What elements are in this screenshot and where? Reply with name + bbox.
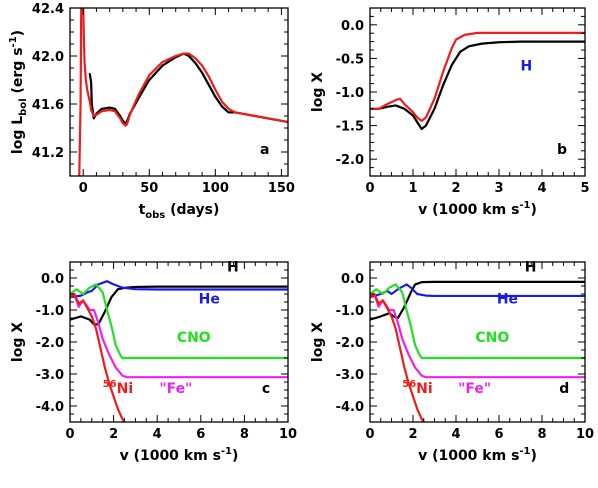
series-line-red-1 — [82, 8, 288, 127]
series-line-he — [370, 283, 585, 299]
panel-d: 0 2 4 6 8 10 -4.0 -3.0 -2.0 -1.0 0.0 v (1000 km s-1… — [310, 260, 594, 464]
series-line-56ni — [70, 292, 126, 422]
y-axis-title: log X — [310, 322, 326, 362]
x-tick-label: 50 — [140, 181, 158, 196]
series-line-cno — [70, 283, 288, 360]
x-axis-title: tobs (days) — [139, 202, 220, 221]
series-annotation: H — [525, 260, 537, 276]
series-line-cno — [370, 283, 585, 360]
series-annotation: CNO — [475, 330, 509, 346]
x-tick-label: 8 — [537, 427, 546, 442]
y-tick-label: 0.0 — [341, 272, 364, 287]
series-line-fe — [70, 292, 288, 379]
series-annotation: He — [497, 292, 518, 308]
series-annotation: d — [559, 381, 569, 397]
x-tick-label: 3 — [494, 181, 503, 196]
y-tick-label: -2.0 — [36, 336, 64, 351]
series-annotation: 56Ni — [103, 379, 133, 397]
y-axis-title: log Lbol (erg s-1) — [8, 30, 29, 154]
series-line-h — [70, 285, 288, 326]
y-tick-label: -3.0 — [336, 368, 364, 383]
series-line-red-1 — [370, 31, 585, 122]
y-tick-label: -2.0 — [336, 336, 364, 351]
y-tick-label: -2.0 — [336, 153, 364, 168]
x-tick-label: 1 — [408, 181, 417, 196]
x-tick-label: 8 — [240, 427, 249, 442]
panel-a: 0 50 100 150 41.2 41.6 42.0 42.4 tobs (days) log … — [8, 2, 295, 221]
y-tick-label: -1.0 — [36, 304, 64, 319]
series-group — [70, 280, 288, 422]
y-tick-label: -1.5 — [336, 120, 364, 135]
y-tick-label: 0.0 — [41, 272, 64, 287]
y-tick-label: -4.0 — [36, 400, 64, 415]
series-group — [370, 280, 585, 422]
x-axis-title: v (1000 km s-1) — [120, 446, 239, 464]
x-tick-label: 0 — [365, 181, 374, 196]
x-tick-label: 0 — [79, 181, 88, 196]
series-annotation: "Fe" — [458, 381, 491, 397]
x-tick-label: 150 — [268, 181, 295, 196]
panel-c: 0 2 4 6 8 10 -4.0 -3.0 -2.0 -1.0 0.0 v (1000 km s-1… — [10, 260, 297, 464]
series-line-black-0 — [370, 40, 585, 131]
panel-label: b — [557, 142, 567, 158]
x-tick-label: 2 — [109, 427, 118, 442]
x-tick-label: 100 — [202, 181, 229, 196]
y-tick-label: -0.5 — [336, 52, 364, 67]
x-tick-label: 2 — [408, 427, 417, 442]
series-annotation: "Fe" — [159, 381, 192, 397]
series-line-56ni — [370, 292, 425, 422]
y-tick-label: -3.0 — [36, 368, 64, 383]
y-axis-title: log X — [10, 322, 26, 362]
panel-b: 0 1 2 3 4 5 -2.0 -1.5 -1.0 -0.5 0.0 v (1000 km s-1)… — [310, 7, 590, 218]
y-tick-label: 42.0 — [32, 50, 64, 65]
x-tick-label: 4 — [537, 181, 546, 196]
series-annotation: c — [262, 381, 270, 397]
y-tick-label: -4.0 — [336, 400, 364, 415]
y-tick-label: 0.0 — [341, 19, 364, 34]
panel-label: a — [260, 142, 269, 158]
series-line-black-0 — [88, 52, 288, 125]
x-axis-title: v (1000 km s-1) — [418, 446, 537, 464]
series-annotation: H — [227, 260, 239, 276]
plot-frame — [69, 7, 289, 177]
y-tick-label: -1.0 — [336, 86, 364, 101]
x-tick-label: 6 — [494, 427, 503, 442]
x-tick-label: 0 — [65, 427, 74, 442]
y-tick-label: 41.2 — [32, 146, 64, 161]
series-annotation: H — [521, 58, 533, 74]
y-axis-title: log X — [310, 72, 326, 112]
series-group — [370, 31, 585, 131]
y-tick-label: 42.4 — [32, 2, 64, 17]
y-tick-label: -1.0 — [336, 304, 364, 319]
series-annotation: He — [199, 292, 220, 308]
x-tick-label: 2 — [451, 181, 460, 196]
y-tick-label: 41.6 — [32, 98, 64, 113]
x-tick-label: 0 — [365, 427, 374, 442]
series-line-red-2 — [78, 8, 83, 176]
x-axis-title: v (1000 km s-1) — [418, 200, 537, 218]
series-annotation: CNO — [177, 330, 211, 346]
x-tick-label: 4 — [153, 427, 162, 442]
series-group — [78, 8, 288, 176]
x-tick-label: 6 — [196, 427, 205, 442]
x-tick-label: 10 — [576, 427, 594, 442]
series-annotation: 56Ni — [402, 379, 432, 397]
x-tick-label: 4 — [451, 427, 460, 442]
series-line-fe — [370, 292, 585, 379]
x-tick-label: 10 — [279, 427, 297, 442]
series-line-he — [70, 280, 288, 299]
x-tick-label: 5 — [580, 181, 589, 196]
